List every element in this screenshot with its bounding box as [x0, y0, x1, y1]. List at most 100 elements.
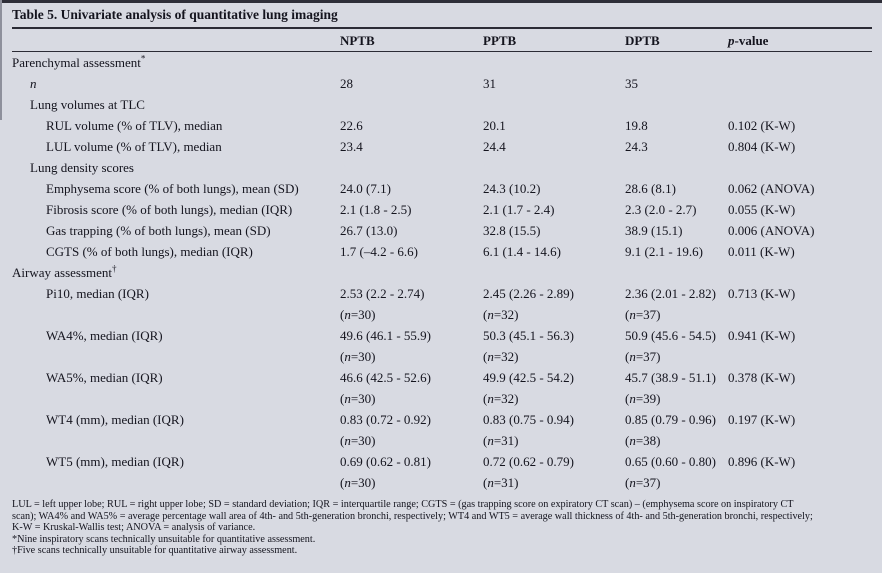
table-row: WT4 (mm), median (IQR) 0.83 (0.72 - 0.92)…	[12, 409, 872, 451]
cell-dptb: 24.3	[625, 136, 728, 157]
cell-value: 49.6 (46.1 - 55.9)	[340, 328, 431, 343]
cell-nptb: 22.6	[340, 115, 483, 136]
column-header-spacer	[12, 32, 340, 49]
row-label: Gas trapping (% of both lungs), mean (SD…	[12, 220, 340, 241]
cell-nptb: 0.83 (0.72 - 0.92) (n=30)	[340, 409, 483, 451]
cell-dptb	[625, 157, 728, 178]
cell-nptb: 49.6 (46.1 - 55.9) (n=30)	[340, 325, 483, 367]
cell-pvalue: 0.102 (K-W)	[728, 115, 872, 136]
cell-n-count: (n=30)	[340, 391, 376, 406]
cell-value: 2.36 (2.01 - 2.82)	[625, 286, 716, 301]
cell-n-count: (n=32)	[483, 391, 519, 406]
cell-value: 9.1 (2.1 - 19.6)	[625, 244, 703, 259]
cell-value: 1.7 (–4.2 - 6.6)	[340, 244, 418, 259]
cell-value: 22.6	[340, 118, 363, 133]
cell-value: 45.7 (38.9 - 51.1)	[625, 370, 716, 385]
row-label: Pi10, median (IQR)	[12, 283, 340, 325]
row-label-text: WT5 (mm), median (IQR)	[46, 454, 184, 469]
column-header-dptb: DPTB	[625, 33, 660, 48]
row-label-text: LUL volume (% of TLV), median	[46, 139, 222, 154]
cell-value: 2.3 (2.0 - 2.7)	[625, 202, 697, 217]
cell-n-count: (n=38)	[625, 433, 661, 448]
cell-nptb: 23.4	[340, 136, 483, 157]
footnote-asterisk: *Nine inspiratory scans technically unsu…	[12, 533, 316, 545]
cell-pvalue: 0.062 (ANOVA)	[728, 178, 872, 199]
cell-n-count: (n=31)	[483, 433, 519, 448]
cell-value: 28	[340, 76, 353, 91]
cell-pptb: 24.4	[483, 136, 625, 157]
cell-pvalue	[728, 94, 872, 115]
row-label-text: Pi10, median (IQR)	[46, 286, 149, 301]
cell-value: 0.896 (K-W)	[728, 454, 796, 469]
column-header-pvalue: p-value	[728, 32, 872, 49]
row-label-text: WT4 (mm), median (IQR)	[46, 412, 184, 427]
cell-value: 0.197 (K-W)	[728, 412, 796, 427]
cell-value: 0.006 (ANOVA)	[728, 223, 815, 238]
table-row: CGTS (% of both lungs), median (IQR) 1.7 …	[12, 241, 872, 262]
cell-value: 32.8 (15.5)	[483, 223, 541, 238]
row-label: Emphysema score (% of both lungs), mean …	[12, 178, 340, 199]
cell-pptb	[483, 157, 625, 178]
table-row: Emphysema score (% of both lungs), mean …	[12, 178, 872, 199]
footnote-dagger: †Five scans technically unsuitable for q…	[12, 545, 298, 557]
cell-n-count: (n=32)	[483, 307, 519, 322]
row-label: Parenchymal assessment*	[12, 52, 340, 73]
cell-value: 0.85 (0.79 - 0.96)	[625, 412, 716, 427]
cell-n-count: (n=37)	[625, 475, 661, 490]
cell-value: 24.0 (7.1)	[340, 181, 391, 196]
cell-n-count: (n=30)	[340, 433, 376, 448]
cell-pptb: 50.3 (45.1 - 56.3) (n=32)	[483, 325, 625, 367]
table-row: Pi10, median (IQR) 2.53 (2.2 - 2.74) (n=30…	[12, 283, 872, 325]
cell-pptb	[483, 94, 625, 115]
row-label: WT4 (mm), median (IQR)	[12, 409, 340, 451]
row-label: RUL volume (% of TLV), median	[12, 115, 340, 136]
row-label-text: Parenchymal assessment	[12, 55, 141, 70]
row-label-text: WA5%, median (IQR)	[46, 370, 163, 385]
table-row: n 28 31 35	[12, 73, 872, 94]
row-label-text: Lung density scores	[30, 160, 134, 175]
cell-value: 0.011 (K-W)	[728, 244, 795, 259]
footnote-abbreviations-line3: K-W = Kruskal-Wallis test; ANOVA = analy…	[12, 522, 256, 534]
table-title: Table 5. Univariate analysis of quantita…	[12, 0, 872, 29]
cell-value: 0.65 (0.60 - 0.80)	[625, 454, 716, 469]
cell-value: 31	[483, 76, 496, 91]
cell-value: 2.53 (2.2 - 2.74)	[340, 286, 425, 301]
pvalue-rest: -value	[734, 33, 769, 48]
row-label-text: RUL volume (% of TLV), median	[46, 118, 223, 133]
cell-nptb: 24.0 (7.1)	[340, 178, 483, 199]
table-row: WA4%, median (IQR) 49.6 (46.1 - 55.9) (n=3…	[12, 325, 872, 367]
cell-pvalue	[728, 157, 872, 178]
cell-value: 0.804 (K-W)	[728, 139, 796, 154]
column-header-pptb: PPTB	[483, 33, 517, 48]
cell-pvalue: 0.197 (K-W)	[728, 409, 872, 451]
section-row: Parenchymal assessment*	[12, 52, 872, 73]
cell-value: 0.83 (0.72 - 0.92)	[340, 412, 431, 427]
row-label-text: Lung volumes at TLC	[30, 97, 145, 112]
cell-pptb: 49.9 (42.5 - 54.2) (n=32)	[483, 367, 625, 409]
cell-nptb: 2.1 (1.8 - 2.5)	[340, 199, 483, 220]
cell-pvalue: 0.941 (K-W)	[728, 325, 872, 367]
cell-value: 2.1 (1.8 - 2.5)	[340, 202, 412, 217]
cell-value: 0.713 (K-W)	[728, 286, 796, 301]
row-label: WT5 (mm), median (IQR)	[12, 451, 340, 493]
cell-dptb: 19.8	[625, 115, 728, 136]
cell-value: 20.1	[483, 118, 506, 133]
pvalue-p-italic: p	[728, 33, 735, 48]
cell-dptb: 2.36 (2.01 - 2.82) (n=37)	[625, 283, 728, 325]
cell-pptb: 24.3 (10.2)	[483, 178, 625, 199]
cell-n-count: (n=31)	[483, 475, 519, 490]
row-label: Lung density scores	[12, 157, 340, 178]
cell-value: 0.102 (K-W)	[728, 118, 796, 133]
cell-pvalue: 0.713 (K-W)	[728, 283, 872, 325]
cell-pptb	[483, 52, 625, 73]
section-row: Airway assessment†	[12, 262, 872, 283]
cell-pvalue: 0.011 (K-W)	[728, 241, 872, 262]
cell-value: 2.45 (2.26 - 2.89)	[483, 286, 574, 301]
cell-dptb: 9.1 (2.1 - 19.6)	[625, 241, 728, 262]
cell-n-count: (n=37)	[625, 307, 661, 322]
row-label: CGTS (% of both lungs), median (IQR)	[12, 241, 340, 262]
table-row: Gas trapping (% of both lungs), mean (SD…	[12, 220, 872, 241]
row-label-text: Emphysema score (% of both lungs), mean …	[46, 181, 299, 196]
cell-value: 28.6 (8.1)	[625, 181, 676, 196]
cell-dptb: 50.9 (45.6 - 54.5) (n=37)	[625, 325, 728, 367]
